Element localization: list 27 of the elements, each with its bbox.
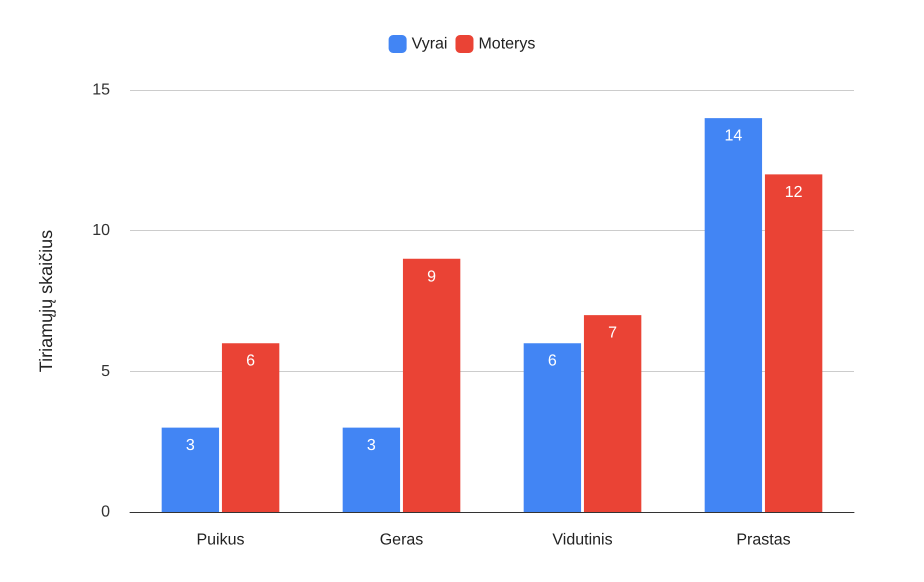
data-label: 7 bbox=[608, 324, 618, 342]
x-tick-label: Geras bbox=[380, 532, 424, 548]
bar bbox=[162, 428, 220, 512]
bar bbox=[222, 343, 280, 512]
data-label: 3 bbox=[186, 437, 195, 454]
y-tick-label: 0 bbox=[101, 504, 110, 520]
data-label: 12 bbox=[784, 184, 803, 201]
bar bbox=[704, 118, 762, 512]
bar bbox=[524, 343, 582, 512]
data-label: 3 bbox=[366, 437, 376, 454]
data-label: 6 bbox=[246, 352, 256, 370]
x-tick-label: Prastas bbox=[736, 532, 791, 548]
bar bbox=[402, 258, 460, 512]
y-tick-label: 10 bbox=[92, 222, 110, 240]
bar bbox=[764, 174, 822, 512]
x-tick-label: Vidutinis bbox=[552, 532, 613, 548]
bar bbox=[584, 315, 642, 512]
y-axis-title: Tiriamųjų skaičius bbox=[36, 230, 56, 372]
legend-label: Moterys bbox=[478, 36, 536, 52]
bar bbox=[342, 428, 400, 512]
data-label: 6 bbox=[548, 352, 557, 370]
y-tick-label: 15 bbox=[92, 82, 110, 98]
legend-label: Vyrai bbox=[412, 36, 448, 52]
y-tick-label: 5 bbox=[101, 362, 110, 380]
data-label: 14 bbox=[724, 128, 742, 145]
x-tick-label: Puikus bbox=[196, 532, 245, 548]
data-label: 9 bbox=[427, 268, 436, 286]
